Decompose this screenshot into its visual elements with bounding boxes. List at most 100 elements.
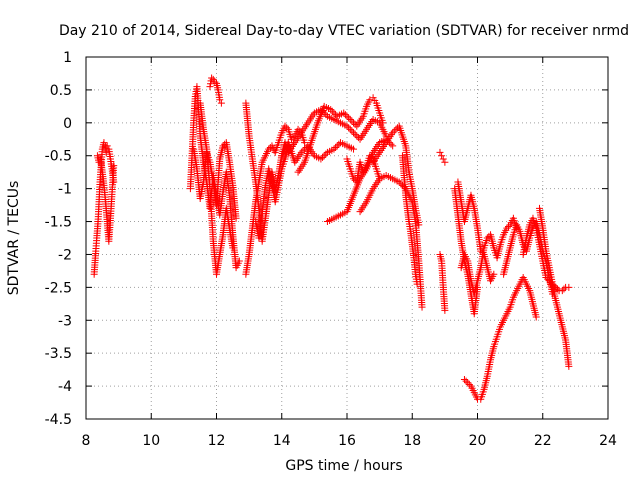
y-tick-label: -4 [58, 379, 72, 395]
data-point [439, 155, 447, 163]
data-point [552, 283, 560, 291]
data-point [465, 380, 473, 388]
data-point [211, 78, 219, 86]
data-point [328, 107, 336, 115]
y-tick-label: 0.5 [50, 83, 72, 99]
x-tick-label: 18 [403, 433, 421, 449]
data-point [392, 125, 400, 133]
data-point [294, 125, 302, 133]
chart-title: Day 210 of 2014, Sidereal Day-to-day VTE… [59, 23, 629, 39]
data-point [320, 152, 328, 160]
y-tick-label: 0 [63, 116, 72, 132]
data-point [100, 139, 108, 147]
data-point [345, 114, 353, 122]
data-point [235, 257, 243, 265]
y-tick-label: -1.5 [45, 215, 72, 231]
data-point [217, 99, 225, 107]
data-point [387, 140, 395, 148]
y-tick-label: -4.5 [45, 412, 72, 428]
data-point [367, 153, 375, 161]
data-point [343, 122, 351, 130]
y-axis-label: SDTVAR / TECUs [6, 181, 22, 296]
data-point [379, 119, 387, 127]
data-point [413, 280, 421, 288]
data-point [343, 112, 351, 120]
x-tick-label: 24 [599, 433, 617, 449]
data-point [348, 117, 356, 125]
data-point [353, 132, 361, 140]
x-tick-label: 10 [142, 433, 160, 449]
data-point [345, 124, 353, 132]
data-point [348, 127, 356, 135]
data-point [366, 152, 374, 160]
data-point [550, 282, 558, 290]
data-point [330, 109, 338, 117]
data-point [208, 74, 216, 82]
y-tick-label: -0.5 [45, 149, 72, 165]
data-point [350, 175, 358, 183]
data-point [565, 283, 573, 291]
data-point [389, 142, 397, 150]
y-tick-label: -2 [58, 247, 72, 263]
data-point [219, 142, 227, 150]
data-point [299, 147, 307, 155]
data-point [397, 180, 405, 188]
data-point [207, 80, 215, 88]
data-point [346, 125, 354, 133]
data-point [553, 285, 561, 293]
data-point [503, 224, 511, 232]
data-point [415, 221, 423, 229]
data-point [462, 377, 470, 385]
data-point [460, 376, 468, 384]
data-point [532, 313, 540, 321]
data-point [558, 287, 566, 295]
data-point [103, 142, 111, 150]
data-markers [90, 74, 573, 403]
data-point [346, 116, 354, 124]
data-point [332, 144, 340, 151]
x-tick-label: 16 [338, 433, 356, 449]
data-point [317, 155, 325, 163]
data-point [418, 303, 426, 311]
data-point [332, 111, 340, 119]
data-point [565, 362, 573, 370]
data-point [438, 152, 446, 160]
data-point [229, 244, 237, 252]
data-point [232, 214, 240, 222]
y-tick-label: -2.5 [45, 280, 72, 296]
data-point [351, 130, 359, 138]
data-point [335, 140, 343, 148]
data-point [265, 145, 273, 153]
data-point [350, 145, 358, 153]
data-point [110, 178, 118, 186]
data-point [319, 153, 327, 161]
x-tick-label: 8 [82, 433, 91, 449]
data-point [333, 142, 341, 150]
data-point [483, 234, 491, 242]
data-point [389, 129, 397, 137]
data-point [350, 129, 358, 137]
data-point [283, 124, 291, 132]
data-point [464, 379, 472, 387]
data-point [289, 134, 297, 142]
data-point [322, 150, 330, 158]
data-point [301, 139, 309, 147]
data-point [560, 285, 568, 293]
x-tick-label: 20 [469, 433, 487, 449]
data-point [330, 145, 338, 153]
data-point [216, 96, 224, 104]
y-tick-label: -1 [58, 182, 72, 198]
x-tick-label: 12 [208, 433, 226, 449]
data-point [390, 127, 398, 135]
x-tick-label: 22 [534, 433, 552, 449]
x-tick-label: 14 [273, 433, 291, 449]
data-point [441, 158, 449, 166]
data-point [341, 111, 349, 119]
data-point [549, 280, 557, 288]
data-point [327, 106, 335, 114]
y-tick-label: 1 [63, 50, 72, 66]
data-point [350, 119, 358, 127]
data-point [288, 135, 296, 143]
data-point [504, 222, 512, 230]
